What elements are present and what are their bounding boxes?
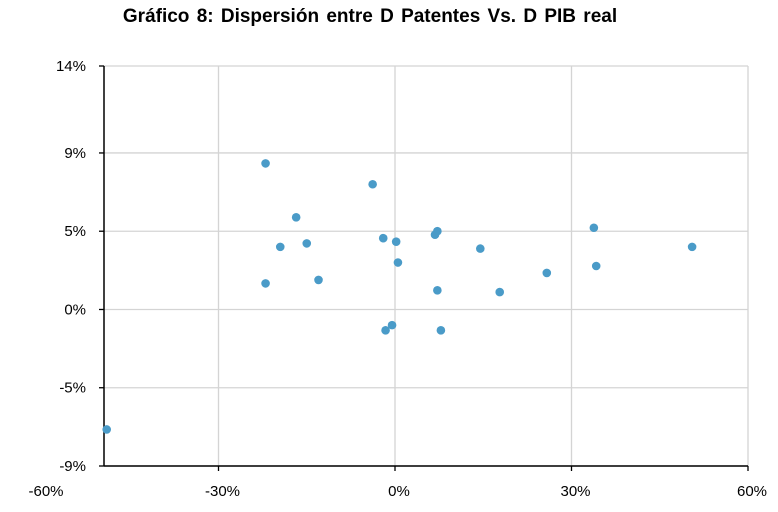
- data-point: [302, 239, 312, 248]
- data-point: [275, 242, 285, 252]
- tick-labels: -9% -5% 0% 5% 9% 14% -60% -30% 0% 30% 60%: [28, 58, 767, 500]
- data-point: [476, 244, 485, 253]
- data-point: [436, 326, 446, 335]
- data-point: [378, 233, 388, 243]
- x-tick-label: 60%: [737, 483, 767, 500]
- data-points: [102, 159, 697, 434]
- chart-title: Gráfico 8: Dispersión entre D Patentes V…: [122, 6, 618, 27]
- grid-lines: [104, 65, 749, 467]
- y-tick-label: 9%: [64, 145, 86, 162]
- data-point: [391, 237, 401, 246]
- data-point: [314, 275, 323, 285]
- y-tick-label: -9%: [59, 458, 86, 475]
- x-tick-label: 0%: [388, 483, 410, 500]
- y-tick-label: 5%: [64, 223, 86, 240]
- data-point: [433, 286, 442, 295]
- data-point: [387, 320, 397, 330]
- data-point: [291, 213, 301, 222]
- data-point: [381, 326, 390, 335]
- data-point: [589, 223, 599, 233]
- x-tick-label: -30%: [205, 483, 240, 500]
- y-tick-label: 0%: [64, 301, 86, 318]
- data-point: [368, 179, 377, 189]
- data-point: [542, 268, 552, 278]
- y-tick-label: -5%: [59, 380, 86, 397]
- x-tick-label: -60%: [28, 483, 63, 500]
- axes: [99, 65, 749, 471]
- data-point: [495, 287, 505, 297]
- data-point: [591, 261, 601, 271]
- data-point: [261, 159, 270, 168]
- data-point: [433, 226, 442, 236]
- data-point: [102, 425, 112, 434]
- data-point: [261, 279, 270, 288]
- x-tick-label: 30%: [560, 483, 590, 500]
- data-point: [393, 258, 403, 267]
- y-tick-label: 14%: [56, 58, 86, 75]
- data-point: [687, 242, 697, 252]
